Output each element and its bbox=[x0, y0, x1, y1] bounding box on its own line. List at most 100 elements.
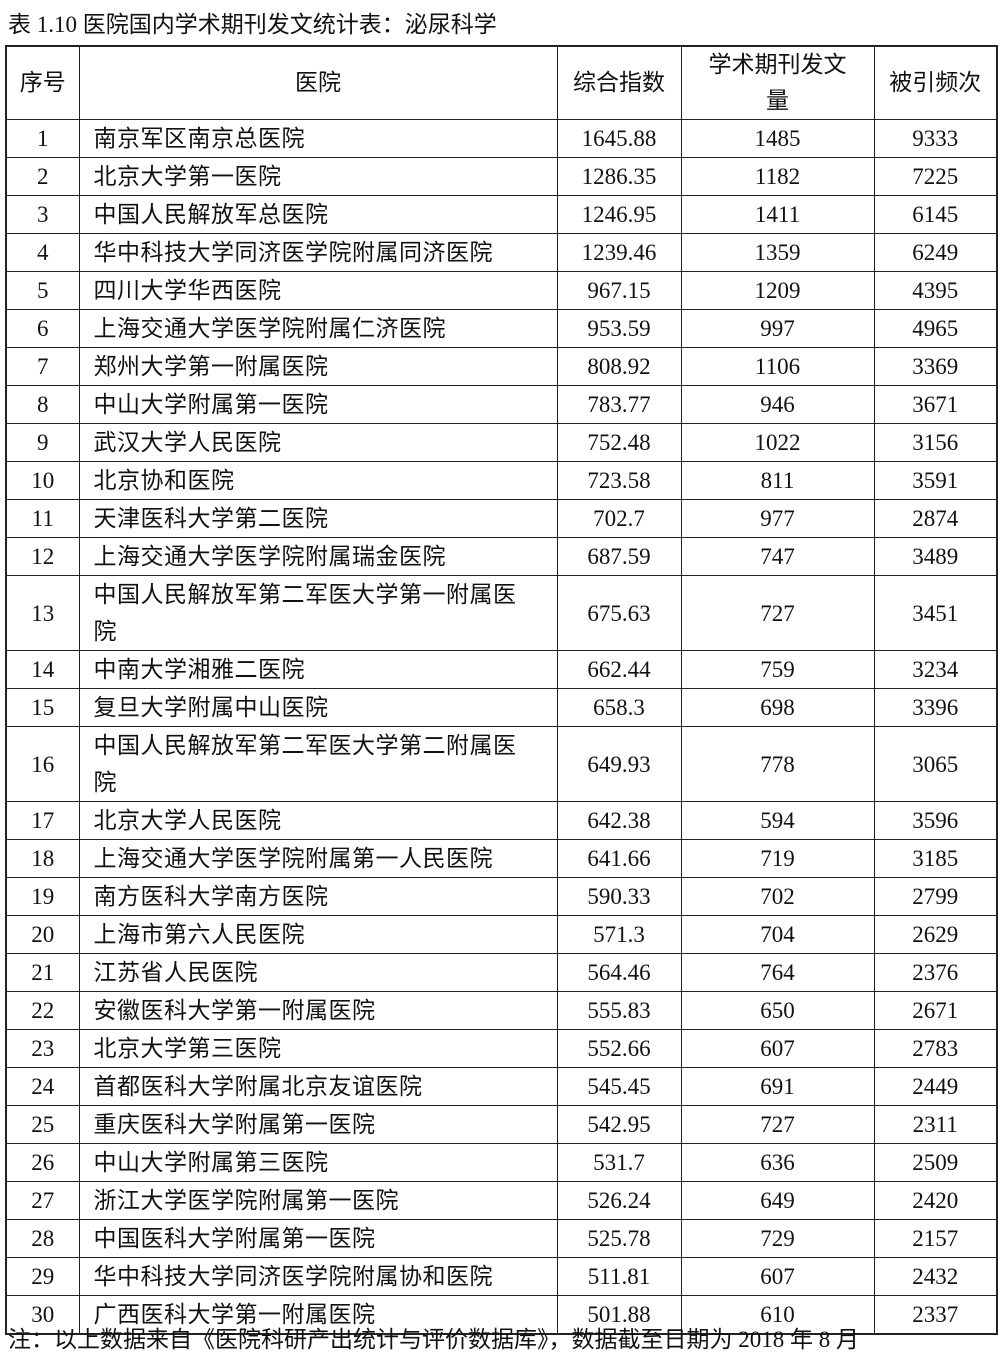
cell-citations: 3156 bbox=[873, 423, 998, 462]
cell-rank: 19 bbox=[5, 877, 80, 916]
cell-hospital: 中国人民解放军第二军医大学第一附属医院 bbox=[78, 575, 558, 651]
table-row: 17 北京大学人民医院 642.38 594 3596 bbox=[5, 801, 998, 840]
cell-publications: 946 bbox=[680, 385, 875, 424]
cell-publications: 719 bbox=[680, 839, 875, 878]
table-row: 26 中山大学附属第三医院 531.7 636 2509 bbox=[5, 1143, 998, 1182]
cell-hospital: 华中科技大学同济医学院附属同济医院 bbox=[78, 233, 558, 272]
cell-rank: 29 bbox=[5, 1257, 80, 1296]
cell-citations: 2311 bbox=[873, 1105, 998, 1144]
table-row: 27 浙江大学医学院附属第一医院 526.24 649 2420 bbox=[5, 1181, 998, 1220]
cell-publications: 997 bbox=[680, 309, 875, 348]
cell-hospital: 浙江大学医学院附属第一医院 bbox=[78, 1181, 558, 1220]
header-hospital: 医院 bbox=[78, 45, 558, 120]
table-row: 25 重庆医科大学附属第一医院 542.95 727 2311 bbox=[5, 1105, 998, 1144]
table-row: 15 复旦大学附属中山医院 658.3 698 3396 bbox=[5, 688, 998, 727]
cell-composite-index: 1645.88 bbox=[556, 119, 682, 158]
cell-citations: 4965 bbox=[873, 309, 998, 348]
cell-hospital: 江苏省人民医院 bbox=[78, 953, 558, 992]
cell-citations: 3396 bbox=[873, 688, 998, 727]
cell-citations: 3185 bbox=[873, 839, 998, 878]
table-row: 7 郑州大学第一附属医院 808.92 1106 3369 bbox=[5, 347, 998, 386]
cell-publications: 811 bbox=[680, 461, 875, 500]
cell-rank: 24 bbox=[5, 1067, 80, 1106]
cell-rank: 23 bbox=[5, 1029, 80, 1068]
cell-publications: 727 bbox=[680, 575, 875, 651]
cell-citations: 4395 bbox=[873, 271, 998, 310]
cell-composite-index: 642.38 bbox=[556, 801, 682, 840]
cell-rank: 7 bbox=[5, 347, 80, 386]
table-row: 24 首都医科大学附属北京友谊医院 545.45 691 2449 bbox=[5, 1067, 998, 1106]
cell-rank: 4 bbox=[5, 233, 80, 272]
cell-rank: 28 bbox=[5, 1219, 80, 1258]
cell-composite-index: 662.44 bbox=[556, 650, 682, 689]
cell-rank: 14 bbox=[5, 650, 80, 689]
table-row: 21 江苏省人民医院 564.46 764 2376 bbox=[5, 953, 998, 992]
cell-citations: 2449 bbox=[873, 1067, 998, 1106]
cell-publications: 1485 bbox=[680, 119, 875, 158]
cell-hospital: 中山大学附属第一医院 bbox=[78, 385, 558, 424]
cell-rank: 18 bbox=[5, 839, 80, 878]
cell-composite-index: 590.33 bbox=[556, 877, 682, 916]
cell-composite-index: 649.93 bbox=[556, 726, 682, 802]
table-row: 30 广西医科大学第一附属医院 501.88 610 2337 bbox=[5, 1295, 998, 1335]
cell-hospital: 上海市第六人民医院 bbox=[78, 915, 558, 954]
cell-citations: 3065 bbox=[873, 726, 998, 802]
cell-composite-index: 571.3 bbox=[556, 915, 682, 954]
table-row: 4 华中科技大学同济医学院附属同济医院 1239.46 1359 6249 bbox=[5, 233, 998, 272]
cell-composite-index: 723.58 bbox=[556, 461, 682, 500]
cell-rank: 21 bbox=[5, 953, 80, 992]
cell-composite-index: 1239.46 bbox=[556, 233, 682, 272]
cell-hospital: 上海交通大学医学院附属第一人民医院 bbox=[78, 839, 558, 878]
cell-rank: 17 bbox=[5, 801, 80, 840]
cell-rank: 3 bbox=[5, 195, 80, 234]
cell-hospital: 南方医科大学南方医院 bbox=[78, 877, 558, 916]
cell-hospital: 中国人民解放军总医院 bbox=[78, 195, 558, 234]
cell-composite-index: 511.81 bbox=[556, 1257, 682, 1296]
cell-publications: 764 bbox=[680, 953, 875, 992]
cell-citations: 2799 bbox=[873, 877, 998, 916]
cell-composite-index: 675.63 bbox=[556, 575, 682, 651]
cell-composite-index: 687.59 bbox=[556, 537, 682, 576]
cell-publications: 636 bbox=[680, 1143, 875, 1182]
cell-citations: 6249 bbox=[873, 233, 998, 272]
cell-rank: 15 bbox=[5, 688, 80, 727]
cell-composite-index: 702.7 bbox=[556, 499, 682, 538]
table-row: 18 上海交通大学医学院附属第一人民医院 641.66 719 3185 bbox=[5, 839, 998, 878]
table-row: 5 四川大学华西医院 967.15 1209 4395 bbox=[5, 271, 998, 310]
cell-publications: 691 bbox=[680, 1067, 875, 1106]
cell-hospital: 北京大学人民医院 bbox=[78, 801, 558, 840]
table-row: 11 天津医科大学第二医院 702.7 977 2874 bbox=[5, 499, 998, 538]
cell-composite-index: 531.7 bbox=[556, 1143, 682, 1182]
cell-citations: 7225 bbox=[873, 157, 998, 196]
cell-publications: 1182 bbox=[680, 157, 875, 196]
cell-composite-index: 641.66 bbox=[556, 839, 682, 878]
cell-hospital: 北京协和医院 bbox=[78, 461, 558, 500]
cell-publications: 607 bbox=[680, 1257, 875, 1296]
header-rank: 序号 bbox=[5, 45, 80, 120]
cell-citations: 2629 bbox=[873, 915, 998, 954]
cell-composite-index: 1286.35 bbox=[556, 157, 682, 196]
table-row: 19 南方医科大学南方医院 590.33 702 2799 bbox=[5, 877, 998, 916]
cell-publications: 610 bbox=[680, 1295, 875, 1335]
cell-citations: 2376 bbox=[873, 953, 998, 992]
cell-publications: 729 bbox=[680, 1219, 875, 1258]
cell-rank: 16 bbox=[5, 726, 80, 802]
cell-publications: 759 bbox=[680, 650, 875, 689]
cell-rank: 27 bbox=[5, 1181, 80, 1220]
cell-rank: 12 bbox=[5, 537, 80, 576]
cell-publications: 650 bbox=[680, 991, 875, 1030]
cell-composite-index: 564.46 bbox=[556, 953, 682, 992]
cell-rank: 5 bbox=[5, 271, 80, 310]
cell-hospital: 南京军区南京总医院 bbox=[78, 119, 558, 158]
cell-hospital: 武汉大学人民医院 bbox=[78, 423, 558, 462]
cell-composite-index: 967.15 bbox=[556, 271, 682, 310]
table-row: 14 中南大学湘雅二医院 662.44 759 3234 bbox=[5, 650, 998, 689]
cell-rank: 8 bbox=[5, 385, 80, 424]
cell-hospital: 北京大学第一医院 bbox=[78, 157, 558, 196]
cell-hospital: 中山大学附属第三医院 bbox=[78, 1143, 558, 1182]
cell-publications: 607 bbox=[680, 1029, 875, 1068]
cell-hospital: 郑州大学第一附属医院 bbox=[78, 347, 558, 386]
cell-rank: 20 bbox=[5, 915, 80, 954]
cell-citations: 2509 bbox=[873, 1143, 998, 1182]
cell-publications: 747 bbox=[680, 537, 875, 576]
